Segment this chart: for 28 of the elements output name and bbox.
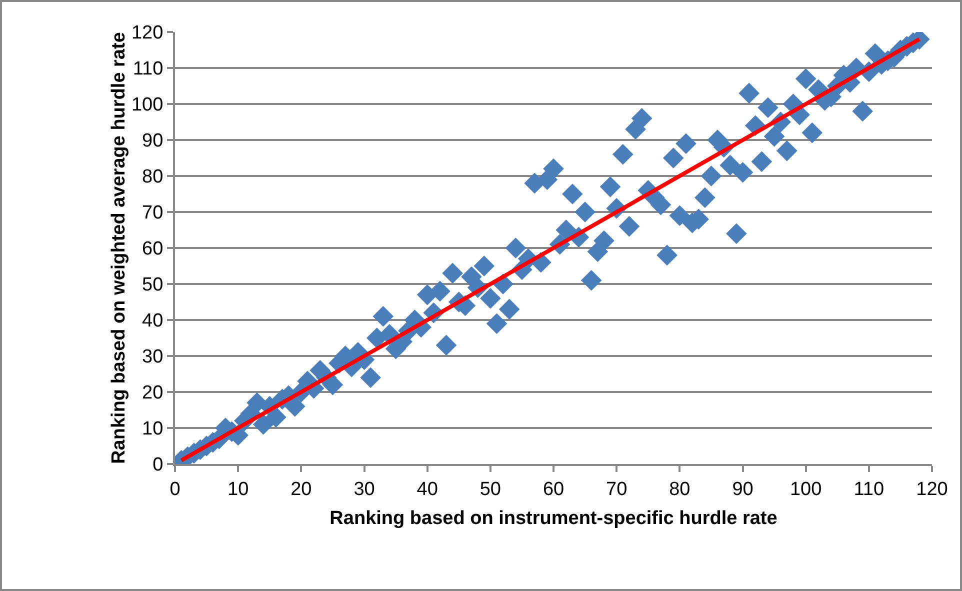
x-tick-label: 80 (669, 478, 690, 500)
y-tick-label: 70 (142, 202, 164, 224)
y-tick-label: 10 (142, 418, 164, 440)
x-tick-label: 120 (916, 478, 948, 500)
x-tick-label: 110 (854, 478, 884, 500)
x-tick-label: 40 (416, 478, 438, 500)
x-tick-label: 20 (290, 478, 312, 500)
y-tick-label: 20 (142, 382, 164, 404)
y-tick-label: 40 (142, 310, 164, 332)
y-tick-label: 50 (142, 274, 164, 296)
y-tick-label: 100 (131, 94, 164, 116)
x-tick-label: 0 (170, 478, 180, 500)
x-tick-label: 90 (732, 478, 754, 500)
x-tick-label: 10 (228, 478, 249, 500)
x-tick-label: 70 (606, 478, 628, 500)
y-tick-label: 120 (131, 22, 164, 44)
y-axis-title: Ranking based on weighted average hurdle rate (108, 32, 130, 464)
y-tick-label: 0 (152, 454, 164, 476)
y-tick-label: 80 (142, 166, 164, 188)
x-axis-title: Ranking based on instrument-specific hurdle rate (330, 508, 778, 530)
x-tick-label: 50 (480, 478, 501, 500)
y-tick-label: 110 (132, 58, 164, 80)
x-tick-label: 30 (354, 478, 375, 500)
x-tick-label: 100 (790, 478, 822, 500)
y-tick-label: 60 (142, 238, 164, 260)
y-tick-label: 30 (142, 346, 164, 368)
y-tick-label: 90 (142, 130, 164, 152)
x-tick-label: 60 (542, 478, 564, 500)
